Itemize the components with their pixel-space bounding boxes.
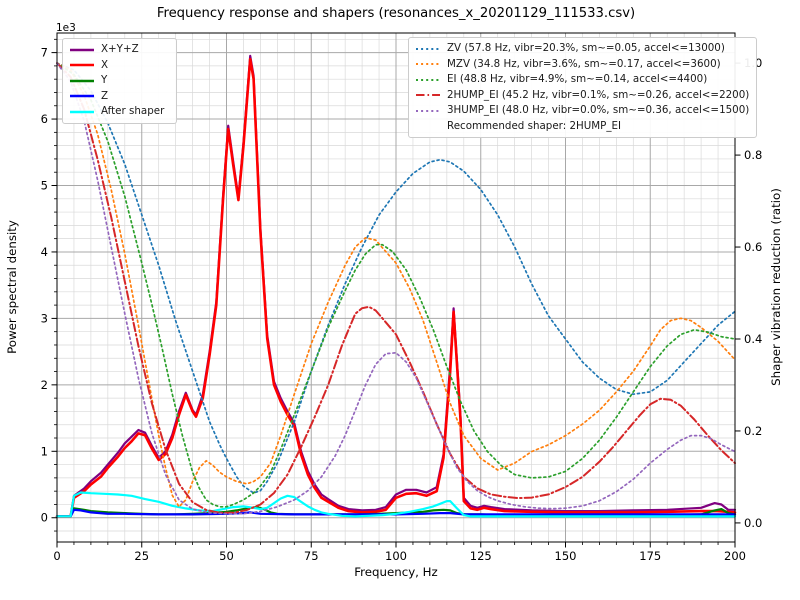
legend-line-sample-dashdot bbox=[416, 94, 440, 97]
legend-shaper-entry-3hump-ei: 3HUMP_EI (48.0 Hz, vibr=0.0%, sm~=0.36, … bbox=[415, 103, 749, 119]
y-right-tick-label: 0.4 bbox=[744, 332, 762, 346]
legend-recommended-shaper-note: Recommended shaper: 2HUMP_EI bbox=[415, 119, 749, 135]
y-axis-offset-text: 1e3 bbox=[56, 22, 76, 34]
y-right-tick-label: 0.0 bbox=[744, 516, 762, 530]
legend-line-sample-solid bbox=[70, 64, 94, 67]
legend-line-sample-solid bbox=[70, 48, 94, 51]
series-line-mzv bbox=[56, 62, 736, 508]
legend-entry-label: X+Y+Z bbox=[101, 43, 139, 56]
y-left-tick-label: 1 bbox=[41, 444, 48, 458]
legend-line-sample-dotted bbox=[416, 78, 440, 81]
recommended-shaper-text: Recommended shaper: 2HUMP_EI bbox=[447, 119, 622, 132]
legend-shaper-entry-2hump-ei: 2HUMP_EI (45.2 Hz, vibr=0.1%, sm~=0.26, … bbox=[415, 88, 749, 104]
legend-line-sample-solid bbox=[70, 110, 94, 113]
y-right-tick-label: 0.8 bbox=[744, 148, 762, 162]
x-tick-label: 0 bbox=[53, 549, 60, 563]
x-tick-label: 50 bbox=[219, 549, 234, 563]
legend-line-sample-dotted bbox=[416, 63, 440, 66]
x-tick-label: 200 bbox=[724, 549, 746, 563]
legend-entry-label: After shaper bbox=[101, 105, 165, 118]
legend-entry-label: Y bbox=[101, 74, 108, 87]
x-tick-label: 25 bbox=[134, 549, 149, 563]
x-tick-label: 100 bbox=[385, 549, 407, 563]
y-right-tick-label: 0.2 bbox=[744, 424, 762, 438]
x-tick-label: 75 bbox=[304, 549, 319, 563]
series-line-2hump-ei bbox=[56, 62, 736, 514]
legend-line-sample-dotted bbox=[416, 109, 440, 112]
series-line-after-shaper bbox=[55, 491, 737, 518]
y-left-tick-label: 2 bbox=[41, 378, 48, 392]
y-left-tick-label: 4 bbox=[41, 245, 48, 259]
legend-psd-curves: X+Y+Z X Y Z After shaper bbox=[62, 38, 177, 124]
legend-line-sample-solid bbox=[70, 95, 94, 98]
x-tick-label: 125 bbox=[470, 549, 492, 563]
y-left-tick-label: 7 bbox=[41, 46, 48, 60]
legend-shapers: ZV (57.8 Hz, vibr=20.3%, sm~=0.05, accel… bbox=[408, 37, 758, 138]
legend-psd-entry-x: X bbox=[69, 58, 169, 74]
legend-entry-label: X bbox=[101, 58, 109, 71]
series-line-ei bbox=[56, 62, 736, 508]
right-y-axis-label: Shaper vibration reduction (ratio) bbox=[769, 188, 783, 386]
legend-line-sample-dotted bbox=[416, 47, 440, 50]
y-right-tick-label: 0.6 bbox=[744, 240, 762, 254]
legend-entry-label: MZV (34.8 Hz, vibr=3.6%, sm~=0.17, accel… bbox=[447, 57, 721, 70]
legend-psd-entry-y: Y bbox=[69, 73, 169, 89]
legend-psd-entry-z: Z bbox=[69, 89, 169, 105]
left-y-axis-label: Power spectral density bbox=[5, 220, 19, 354]
y-left-tick-label: 6 bbox=[41, 112, 48, 126]
legend-shaper-entry-mzv: MZV (34.8 Hz, vibr=3.6%, sm~=0.17, accel… bbox=[415, 57, 749, 73]
y-left-tick-label: 5 bbox=[41, 179, 48, 193]
legend-psd-entry-after: After shaper bbox=[69, 104, 169, 120]
x-tick-label: 175 bbox=[639, 549, 661, 563]
legend-entry-label: 3HUMP_EI (48.0 Hz, vibr=0.0%, sm~=0.36, … bbox=[447, 104, 750, 117]
legend-entry-label: EI (48.8 Hz, vibr=4.9%, sm~=0.14, accel<… bbox=[447, 73, 708, 86]
y-left-tick-label: 0 bbox=[41, 511, 48, 525]
y-left-tick-label: 3 bbox=[41, 311, 48, 325]
legend-entry-label: 2HUMP_EI (45.2 Hz, vibr=0.1%, sm~=0.26, … bbox=[447, 88, 750, 101]
series-line-3hump-ei bbox=[56, 62, 736, 515]
chart-title: Frequency response and shapers (resonanc… bbox=[156, 6, 636, 21]
x-axis-label: Frequency, Hz bbox=[354, 565, 438, 579]
legend-shaper-entry-zv: ZV (57.8 Hz, vibr=20.3%, sm~=0.05, accel… bbox=[415, 41, 749, 57]
x-tick-label: 150 bbox=[555, 549, 577, 563]
series-line-zv bbox=[56, 62, 736, 494]
legend-psd-entry-x-y-z: X+Y+Z bbox=[69, 42, 169, 58]
legend-shaper-entry-ei: EI (48.8 Hz, vibr=4.9%, sm~=0.14, accel<… bbox=[415, 72, 749, 88]
legend-line-sample-solid bbox=[70, 79, 94, 82]
legend-entry-label: ZV (57.8 Hz, vibr=20.3%, sm~=0.05, accel… bbox=[447, 42, 725, 55]
legend-entry-label: Z bbox=[101, 89, 109, 102]
